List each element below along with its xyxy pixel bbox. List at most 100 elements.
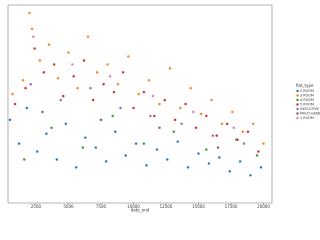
- point: [197, 152, 200, 155]
- point: [52, 63, 56, 66]
- point: [137, 92, 141, 96]
- legend-marker: [296, 94, 299, 97]
- point: [199, 112, 203, 116]
- x-tick-label: 12500: [160, 204, 173, 209]
- point: [29, 82, 33, 86]
- point: [83, 136, 87, 140]
- point: [24, 86, 27, 90]
- point: [124, 154, 128, 157]
- point: [225, 122, 229, 126]
- point: [152, 114, 156, 118]
- point: [232, 126, 236, 130]
- point: [104, 160, 108, 163]
- x-tick-label: 15000: [192, 204, 205, 209]
- legend-label: 5 ROOM: [300, 103, 314, 107]
- x-tick-label: 17500: [225, 204, 238, 209]
- x-tick-label: 7500: [96, 204, 107, 209]
- plot-frame: [7, 4, 273, 204]
- point: [262, 142, 265, 146]
- point: [216, 146, 220, 149]
- point: [25, 106, 29, 110]
- point: [55, 158, 59, 161]
- legend-label: 4 ROOM: [300, 98, 314, 102]
- x-tick-label: 5000: [63, 204, 74, 209]
- point: [256, 150, 260, 153]
- point: [33, 47, 37, 50]
- point: [76, 86, 79, 90]
- point: [251, 122, 255, 126]
- point: [149, 114, 152, 118]
- legend-label: 1 ROOM: [300, 116, 314, 120]
- point: [176, 140, 180, 144]
- point: [134, 142, 138, 146]
- point: [38, 59, 42, 62]
- x-tick-label: 2500: [31, 204, 42, 209]
- point: [81, 146, 85, 149]
- point: [145, 163, 148, 167]
- point: [30, 27, 34, 31]
- point: [217, 156, 221, 159]
- point: [242, 142, 246, 146]
- point: [158, 126, 161, 130]
- point: [82, 59, 86, 62]
- point: [116, 82, 120, 86]
- legend-marker: [296, 98, 299, 102]
- point: [8, 118, 12, 122]
- point: [180, 122, 184, 126]
- point: [215, 134, 219, 138]
- point: [74, 165, 78, 169]
- point: [106, 63, 109, 66]
- legend-marker: [296, 116, 299, 120]
- legend-label: EXECUTIVE: [300, 107, 319, 111]
- point: [191, 110, 195, 114]
- point: [172, 130, 176, 134]
- legend-marker: [296, 103, 299, 106]
- point: [67, 51, 70, 54]
- point: [86, 35, 90, 39]
- point: [165, 158, 169, 161]
- legend-label: MULTI-GENERATION: [300, 112, 320, 116]
- point: [21, 78, 25, 82]
- point: [111, 114, 115, 118]
- x-tick-label: 10000: [127, 204, 140, 209]
- point: [158, 102, 161, 106]
- point: [230, 110, 234, 114]
- point: [204, 114, 208, 118]
- point: [211, 134, 215, 138]
- point: [94, 146, 98, 149]
- point: [112, 90, 116, 94]
- point: [70, 63, 74, 66]
- point: [238, 160, 242, 163]
- point: [17, 142, 21, 146]
- legend-title: flat_type: [296, 83, 314, 88]
- point: [64, 122, 68, 126]
- x-axis-label: date_end: [131, 208, 150, 213]
- point: [41, 110, 44, 114]
- point: [194, 126, 198, 130]
- point: [28, 11, 31, 15]
- point: [189, 86, 193, 90]
- point: [228, 169, 232, 173]
- point: [178, 106, 182, 110]
- point: [95, 70, 99, 74]
- point: [186, 165, 190, 169]
- point: [155, 148, 159, 151]
- point: [220, 122, 224, 126]
- legend-marker: [296, 112, 299, 115]
- point: [42, 70, 46, 74]
- point: [241, 130, 245, 134]
- point: [147, 78, 151, 82]
- x-tick-label: 20000: [257, 204, 270, 209]
- point: [72, 74, 76, 78]
- point: [91, 98, 95, 102]
- point: [210, 98, 213, 102]
- point: [259, 165, 263, 169]
- point: [249, 173, 252, 177]
- point: [56, 76, 60, 80]
- legend-label: 3 ROOM: [300, 94, 314, 98]
- point: [126, 55, 130, 58]
- point: [151, 94, 155, 98]
- point: [255, 154, 259, 157]
- point: [102, 82, 105, 86]
- point: [61, 94, 65, 98]
